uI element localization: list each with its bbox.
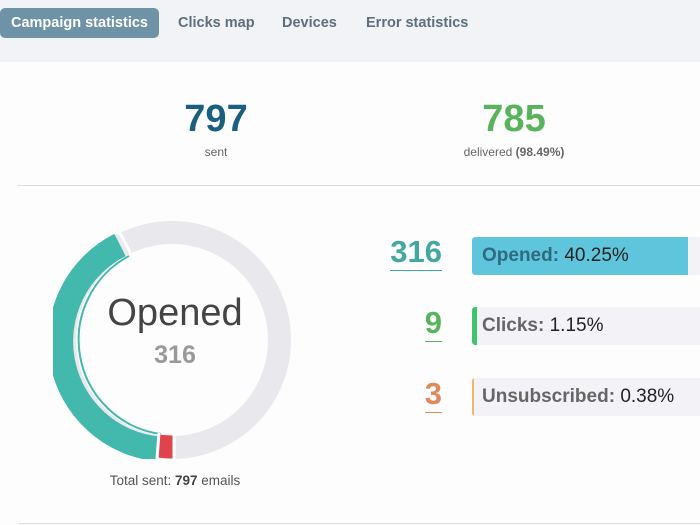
total-sent-value: 797 bbox=[175, 473, 198, 488]
total-sent: Total sent: 797 emails bbox=[0, 473, 350, 488]
clicks-count: 9 bbox=[424, 305, 442, 342]
opened-bar-percent: 40.25% bbox=[564, 245, 629, 266]
unsubscribed-count-link[interactable]: 3 bbox=[372, 376, 442, 413]
tab-clicks-map[interactable]: Clicks map bbox=[178, 15, 255, 31]
opened-count-link[interactable]: 316 bbox=[372, 234, 442, 271]
sent-label: sent bbox=[204, 145, 228, 159]
unsubscribed-bar-text: Unsubscribed: 0.38% bbox=[482, 378, 674, 416]
divider-bottom bbox=[18, 523, 700, 524]
clicks-bar-fill bbox=[472, 307, 477, 345]
clicks-bar-text: Clicks: 1.15% bbox=[482, 307, 603, 345]
clicks-bar-percent: 1.15% bbox=[549, 315, 604, 336]
clicks-bar-label: Clicks: bbox=[482, 315, 545, 336]
donut-center-value: 316 bbox=[154, 341, 196, 369]
unsubscribed-bar-label: Unsubscribed: bbox=[482, 386, 616, 407]
unsubscribed-bar-fill bbox=[472, 378, 474, 416]
delivered-percent: (98.49%) bbox=[515, 145, 565, 159]
tab-bar: Campaign statistics Clicks map Devices E… bbox=[0, 0, 700, 62]
sent-count: 797 bbox=[184, 98, 248, 140]
tab-error-statistics[interactable]: Error statistics bbox=[366, 15, 469, 31]
opened-bar-fill bbox=[472, 237, 688, 275]
opened-bar-text: Opened: 40.25% bbox=[482, 237, 629, 275]
opened-count: 316 bbox=[390, 234, 442, 271]
delivered-label-text: delivered bbox=[463, 145, 513, 159]
unsubscribed-bar: Unsubscribed: 0.38% bbox=[472, 378, 700, 416]
delivered-label: delivered (98.49%) bbox=[414, 145, 614, 159]
tab-campaign-statistics[interactable]: Campaign statistics bbox=[0, 8, 159, 38]
clicks-count-link[interactable]: 9 bbox=[372, 305, 442, 342]
delivered-count: 785 bbox=[482, 98, 546, 140]
clicks-bar: Clicks: 1.15% bbox=[472, 307, 700, 345]
total-sent-suffix: emails bbox=[201, 473, 241, 488]
unsubscribed-bar-percent: 0.38% bbox=[620, 386, 675, 407]
opened-donut-chart bbox=[48, 221, 291, 462]
total-sent-prefix: Total sent: bbox=[109, 473, 172, 488]
divider-top bbox=[18, 185, 700, 186]
opened-bar: Opened: 40.25% bbox=[472, 237, 700, 275]
tab-devices[interactable]: Devices bbox=[282, 15, 337, 31]
unsubscribed-count: 3 bbox=[424, 376, 442, 413]
donut-center-label: Opened bbox=[107, 292, 243, 334]
opened-bar-label: Opened: bbox=[482, 245, 560, 266]
